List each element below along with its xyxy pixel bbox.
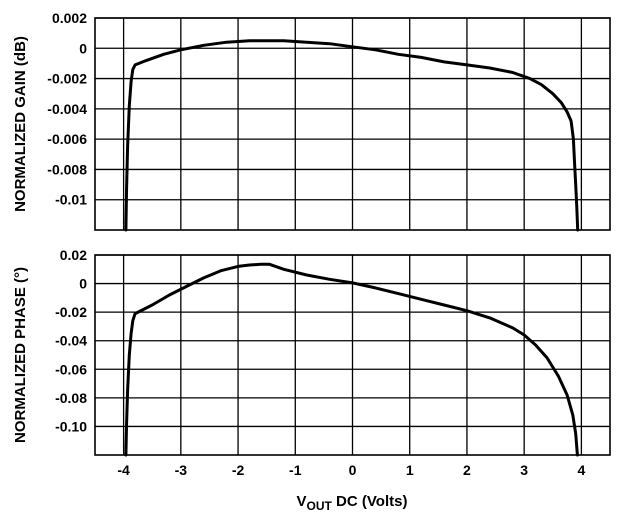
y-tick-label: -0.01 [55,192,87,208]
gain-series [124,39,580,232]
y-tick-label: 0.02 [60,247,87,263]
phase-chart: 0.02 0 -0.02 -0.04 -0.06 -0.08 -0.10 -4 -3 -2 -1 0… [12,247,611,513]
y-tick-label: -0.06 [55,361,87,377]
x-tick-label: 4 [577,462,585,478]
x-tick-label: -4 [117,462,130,478]
phase-series [124,262,579,457]
x-tick-label: 2 [463,462,471,478]
y-tick-label: -0.04 [55,333,87,349]
phase-x-ticks: -4 -3 -2 -1 0 1 2 3 4 [117,462,585,478]
x-tick-label: 3 [520,462,528,478]
gain-y-ticks: 0.002 0 -0.002 -0.004 -0.006 -0.008 -0.01 [47,10,87,208]
y-tick-label: 0 [79,40,87,56]
x-label-rest: DC (Volts) [332,493,408,510]
y-tick-label: -0.10 [55,418,87,434]
x-tick-label: -2 [232,462,245,478]
gain-y-axis-label: NORMALIZED GAIN (dB) [12,36,29,212]
x-tick-label: 0 [349,462,357,478]
x-tick-label: -3 [175,462,188,478]
series-line [124,39,580,232]
y-tick-label: 0 [79,276,87,292]
y-tick-label: -0.02 [55,304,87,320]
y-tick-label: -0.002 [47,71,87,87]
x-label-main: V [297,493,307,510]
x-tick-label: 1 [406,462,414,478]
x-tick-label: -1 [289,462,302,478]
y-tick-label: -0.008 [47,161,87,177]
y-tick-label: -0.006 [47,131,87,147]
series-line [124,262,579,457]
x-label-subscript: OUT [307,499,333,513]
gain-plot-frame [94,17,611,231]
phase-plot-frame [94,254,611,456]
phase-y-ticks: 0.02 0 -0.02 -0.04 -0.06 -0.08 -0.10 [55,247,87,434]
y-tick-label: -0.08 [55,390,87,406]
phase-x-axis-label: VOUT DC (Volts) [297,493,408,513]
y-tick-label: 0.002 [52,10,87,26]
y-tick-label: -0.004 [47,101,87,117]
phase-y-axis-label: NORMALIZED PHASE (°) [12,267,29,443]
gain-chart: 0.002 0 -0.002 -0.004 -0.006 -0.008 -0.01 NORM… [12,10,611,232]
